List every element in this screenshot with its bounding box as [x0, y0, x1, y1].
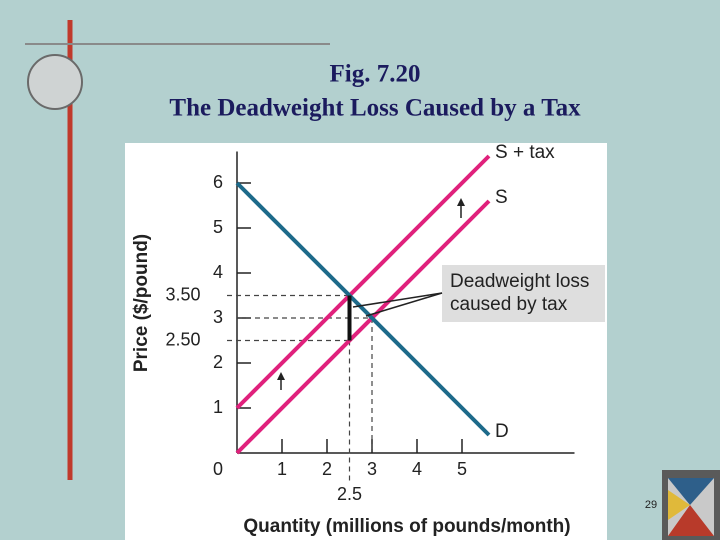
y-tick-label: 6 — [213, 172, 223, 192]
callout-box — [442, 265, 605, 322]
x-tick-label: 0 — [213, 459, 223, 479]
supply-demand-line — [235, 181, 491, 437]
series-label: S — [495, 187, 508, 208]
y-tick-label: 3 — [213, 307, 223, 327]
series-label: S + tax — [495, 142, 555, 163]
y-tick-label: 4 — [213, 262, 223, 282]
chart-panel — [125, 143, 607, 540]
price-label: 2.50 — [165, 329, 200, 349]
price-label: 3.50 — [165, 284, 200, 304]
x-tick-label: 4 — [412, 459, 422, 479]
slide-ornament — [27, 54, 83, 110]
corner-ornament — [662, 470, 720, 540]
slide-title: The Deadweight Loss Caused by a Tax — [169, 95, 581, 122]
callout-line — [352, 292, 443, 308]
x-tick-label: 2 — [322, 459, 332, 479]
series-label: D — [495, 421, 509, 442]
callout-text: Deadweight loss — [450, 271, 589, 292]
y-tick-label: 5 — [213, 217, 223, 237]
x-axis-title: Quantity (millions of pounds/month) — [243, 516, 570, 537]
callout-text: caused by tax — [450, 294, 568, 315]
supply-demand-line — [235, 199, 491, 455]
supply-demand-line — [235, 154, 491, 410]
callout-line — [365, 292, 443, 317]
y-axis-title: Price ($/pound) — [131, 234, 152, 372]
quantity-label: 2.5 — [337, 484, 362, 504]
x-tick-label: 5 — [457, 459, 467, 479]
shift-arrow-head — [457, 198, 465, 206]
figure-number: Fig. 7.20 — [330, 61, 421, 88]
x-tick-label: 1 — [277, 459, 287, 479]
y-tick-label: 1 — [213, 397, 223, 417]
plot: 0 1 2 3 4 5 1 2 3 4 5 6 Quantity (millions of pounds… — [131, 142, 575, 537]
shift-arrow-head — [277, 372, 285, 380]
y-tick-label: 2 — [213, 352, 223, 372]
page-number: 29 — [645, 499, 657, 511]
x-tick-label: 3 — [367, 459, 377, 479]
